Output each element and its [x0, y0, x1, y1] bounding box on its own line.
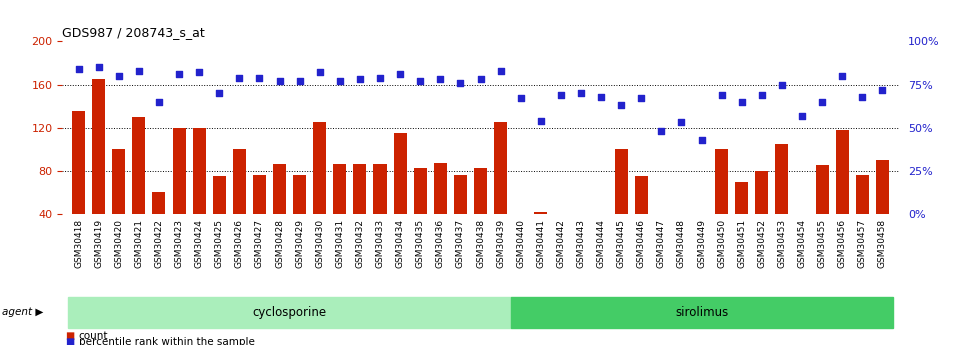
- Text: percentile rank within the sample: percentile rank within the sample: [79, 337, 255, 345]
- Bar: [575, 225, 587, 257]
- Bar: [133, 117, 145, 257]
- Bar: [875, 160, 889, 257]
- Bar: [253, 175, 266, 257]
- Bar: [735, 181, 749, 257]
- Point: [734, 99, 750, 105]
- Point: [593, 94, 608, 99]
- Bar: [856, 175, 869, 257]
- Bar: [92, 79, 105, 257]
- Bar: [816, 165, 828, 257]
- Bar: [715, 149, 728, 257]
- Bar: [153, 192, 165, 257]
- Point: [775, 82, 790, 87]
- Point: [432, 77, 448, 82]
- Point: [815, 99, 830, 105]
- Bar: [554, 225, 567, 257]
- Point: [151, 99, 166, 105]
- Bar: [233, 149, 246, 257]
- Point: [353, 77, 368, 82]
- Point: [333, 78, 348, 84]
- Point: [211, 90, 227, 96]
- Bar: [755, 171, 769, 257]
- Point: [674, 120, 689, 125]
- Bar: [474, 168, 487, 257]
- Bar: [534, 212, 548, 257]
- Text: ■: ■: [65, 337, 75, 345]
- Bar: [413, 168, 427, 257]
- Point: [854, 94, 870, 99]
- Bar: [192, 128, 206, 257]
- Bar: [675, 252, 688, 257]
- Point: [633, 96, 649, 101]
- Bar: [776, 144, 788, 257]
- Bar: [494, 122, 507, 257]
- Point: [533, 118, 549, 124]
- Text: agent ▶: agent ▶: [2, 307, 43, 317]
- Point: [191, 70, 207, 75]
- Point: [71, 66, 86, 72]
- Point: [312, 70, 328, 75]
- Point: [875, 87, 890, 92]
- Point: [453, 80, 468, 86]
- Bar: [635, 176, 648, 257]
- Point: [574, 90, 589, 96]
- Text: GDS987 / 208743_s_at: GDS987 / 208743_s_at: [62, 26, 206, 39]
- Bar: [695, 252, 708, 257]
- Point: [392, 71, 407, 77]
- Point: [754, 92, 770, 98]
- Text: count: count: [79, 332, 109, 341]
- Point: [171, 71, 186, 77]
- Bar: [72, 111, 86, 257]
- Text: cyclosporine: cyclosporine: [253, 306, 327, 319]
- Point: [412, 78, 428, 84]
- Point: [554, 92, 569, 98]
- Point: [372, 75, 387, 80]
- Bar: [313, 122, 326, 257]
- Point: [493, 68, 508, 73]
- Bar: [595, 225, 607, 257]
- Bar: [615, 149, 628, 257]
- Bar: [514, 219, 528, 257]
- Point: [91, 65, 107, 70]
- Bar: [173, 128, 185, 257]
- Point: [653, 128, 669, 134]
- Bar: [112, 149, 125, 257]
- Bar: [394, 133, 407, 257]
- Bar: [333, 164, 346, 257]
- Point: [111, 73, 127, 79]
- Point: [473, 77, 488, 82]
- Point: [714, 92, 729, 98]
- Bar: [796, 233, 808, 257]
- Point: [795, 113, 810, 118]
- Point: [131, 68, 146, 73]
- Bar: [212, 176, 226, 257]
- Point: [834, 73, 850, 79]
- Bar: [293, 175, 307, 257]
- Bar: [836, 130, 849, 257]
- Point: [252, 75, 267, 80]
- Point: [232, 75, 247, 80]
- Bar: [433, 163, 447, 257]
- Point: [272, 78, 287, 84]
- Point: [694, 137, 709, 142]
- Point: [292, 78, 308, 84]
- Bar: [454, 175, 467, 257]
- Point: [613, 102, 628, 108]
- Bar: [654, 235, 668, 257]
- Text: ■: ■: [65, 332, 75, 341]
- Bar: [273, 164, 286, 257]
- Bar: [374, 164, 386, 257]
- Point: [513, 96, 529, 101]
- Bar: [354, 164, 366, 257]
- Text: sirolimus: sirolimus: [675, 306, 728, 319]
